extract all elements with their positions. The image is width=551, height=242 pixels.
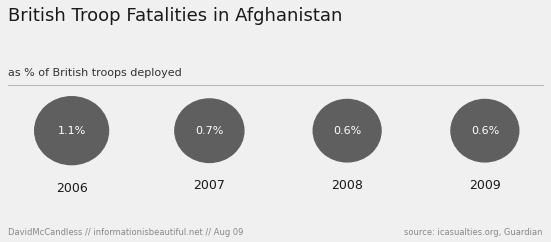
Text: 2009: 2009 — [469, 179, 501, 192]
Text: as % of British troops deployed: as % of British troops deployed — [8, 68, 182, 78]
Text: 0.6%: 0.6% — [471, 126, 499, 136]
Text: source: icasualties.org, Guardian: source: icasualties.org, Guardian — [404, 228, 543, 237]
Text: 2007: 2007 — [193, 179, 225, 192]
Text: 2006: 2006 — [56, 182, 88, 195]
Text: 0.7%: 0.7% — [195, 126, 224, 136]
Text: British Troop Fatalities in Afghanistan: British Troop Fatalities in Afghanistan — [8, 7, 343, 25]
Text: 2008: 2008 — [331, 179, 363, 192]
Text: 0.6%: 0.6% — [333, 126, 361, 136]
Text: DavidMcCandless // informationisbeautiful.net // Aug 09: DavidMcCandless // informationisbeautifu… — [8, 228, 244, 237]
Text: 1.1%: 1.1% — [57, 126, 86, 136]
